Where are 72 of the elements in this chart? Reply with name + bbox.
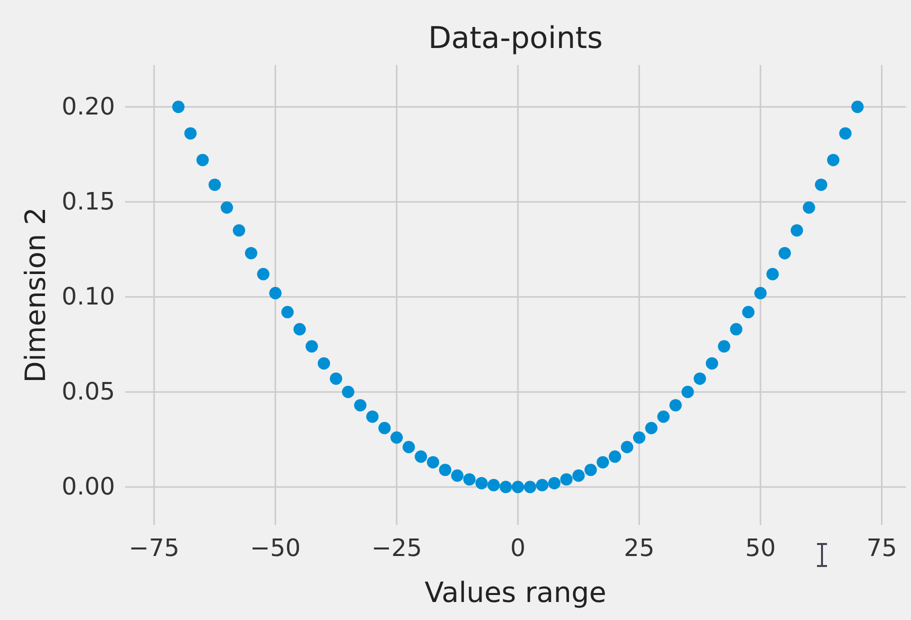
point: [500, 480, 512, 494]
point: [208, 178, 221, 191]
point: [536, 478, 548, 492]
point: [766, 268, 779, 280]
point: [718, 340, 730, 352]
point: [778, 247, 791, 260]
point: [706, 357, 718, 370]
point: [402, 440, 415, 454]
y-tick-label: 0.10: [62, 282, 115, 311]
point: [306, 340, 318, 352]
point: [524, 480, 536, 494]
point: [451, 469, 464, 482]
point: [390, 431, 403, 444]
point: [318, 357, 330, 370]
point: [257, 268, 270, 280]
point: [330, 372, 342, 385]
point: [669, 399, 682, 412]
x-tick-label: 0: [510, 534, 526, 562]
y-tick-label: 0.05: [62, 378, 115, 406]
point: [232, 224, 246, 237]
x-tick-label: 25: [624, 534, 654, 562]
x-axis-title: Values range: [424, 576, 606, 609]
point: [281, 306, 294, 318]
y-tick-label: 0.00: [62, 472, 115, 501]
chart-title: Data-points: [428, 21, 603, 56]
point: [475, 477, 488, 490]
x-tick-label: 75: [866, 534, 898, 562]
point: [802, 201, 816, 214]
point: [487, 478, 500, 492]
point: [790, 224, 804, 237]
point: [463, 473, 476, 486]
point: [742, 306, 755, 318]
point: [414, 450, 428, 463]
x-tick-label: −50: [250, 534, 301, 562]
point: [682, 386, 694, 398]
point: [633, 431, 646, 444]
point: [342, 386, 354, 398]
point: [754, 286, 767, 300]
point: [426, 456, 440, 468]
point: [172, 100, 185, 113]
point: [620, 440, 634, 454]
x-tick-label: −25: [371, 534, 422, 562]
point: [584, 464, 597, 476]
point: [184, 127, 197, 140]
point: [851, 100, 864, 113]
point: [572, 469, 585, 482]
y-axis-title: Dimension 2: [19, 207, 52, 383]
point: [293, 323, 306, 336]
point: [366, 410, 379, 423]
point: [438, 464, 452, 476]
point: [512, 480, 524, 494]
point: [694, 372, 706, 385]
point: [196, 154, 209, 166]
point: [596, 456, 609, 468]
point: [730, 323, 742, 336]
point: [220, 201, 234, 214]
point: [560, 473, 573, 486]
point: [378, 422, 391, 434]
point: [839, 127, 852, 140]
point: [645, 422, 658, 434]
point: [244, 247, 258, 260]
y-tick-label: 0.20: [62, 92, 115, 120]
point: [827, 154, 840, 166]
point: [269, 286, 282, 300]
point: [548, 477, 560, 490]
y-tick-label: 0.15: [62, 188, 115, 216]
point: [814, 178, 828, 191]
point: [354, 399, 366, 412]
point: [608, 450, 622, 463]
x-tick-label: −75: [128, 534, 180, 562]
point: [657, 410, 670, 423]
x-tick-label: 50: [745, 534, 776, 562]
